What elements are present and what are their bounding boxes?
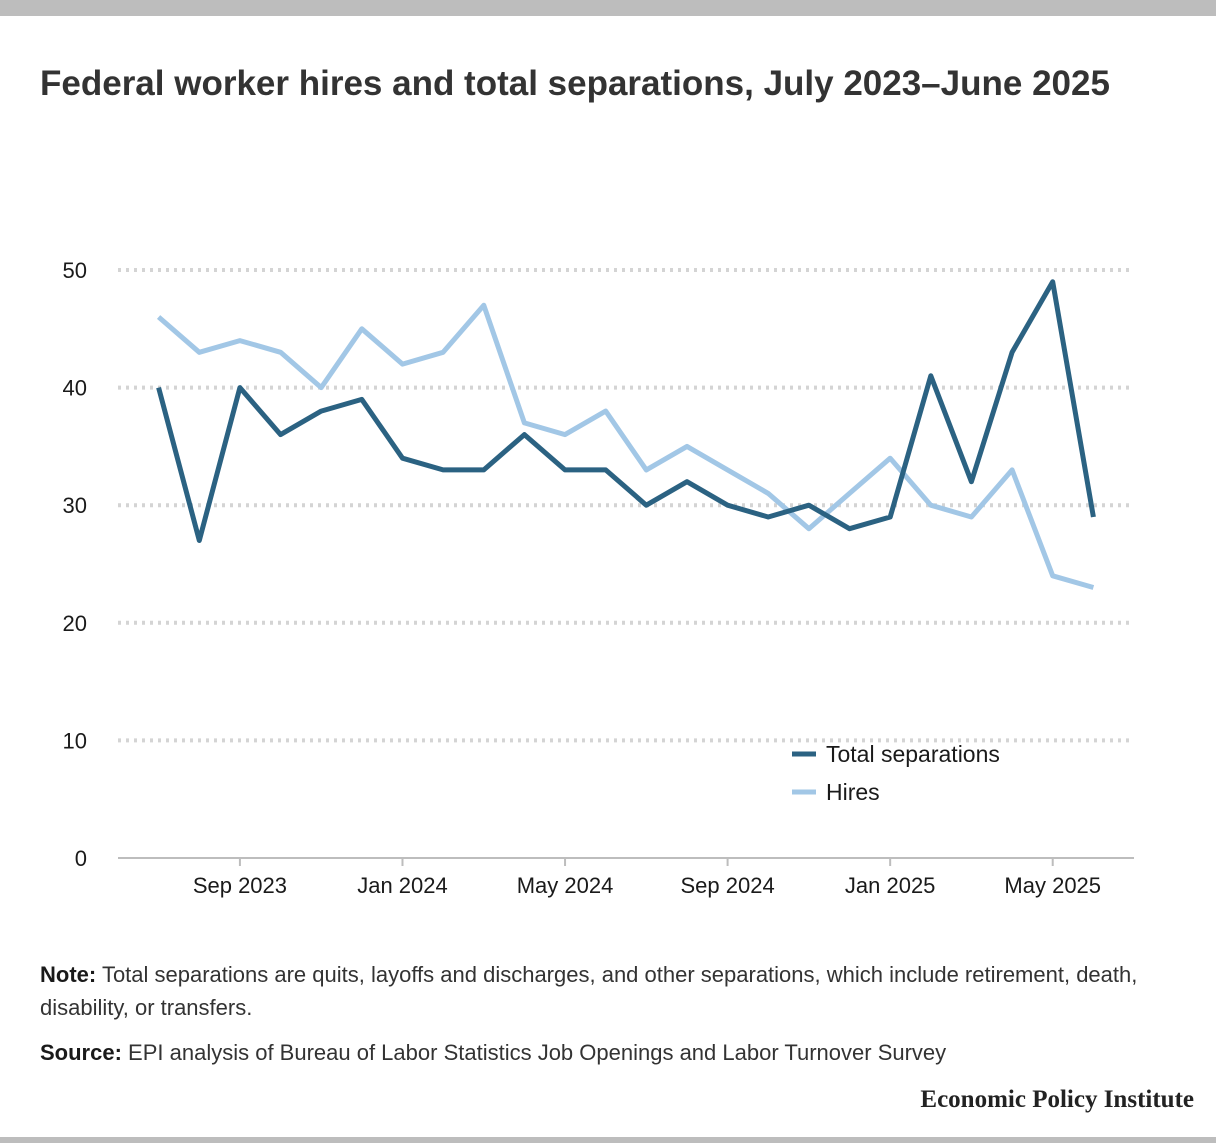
axes: 0 10 20 30 40 50 Sep 2023 Jan 2024 May 2024 Sep 2…: [63, 258, 1134, 898]
x-tick-label: Jan 2025: [845, 873, 936, 898]
chart-source: Source: EPI analysis of Bureau of Labor …: [40, 1036, 1160, 1069]
series-line-hires: [156, 302, 1095, 590]
y-tick-label: 20: [63, 611, 87, 636]
series-line-total-separations: [156, 279, 1096, 543]
x-tick-label: May 2024: [517, 873, 614, 898]
x-tick-label: Sep 2024: [680, 873, 774, 898]
source-label: Source:: [40, 1040, 122, 1065]
y-tick-label: 10: [63, 728, 87, 753]
brand-logo-text: Economic Policy Institute: [920, 1086, 1194, 1113]
y-tick-label: 50: [63, 258, 87, 283]
y-tick-label: 40: [63, 376, 87, 401]
chart-note: Note: Total separations are quits, layof…: [40, 958, 1160, 1024]
source-text: EPI analysis of Bureau of Labor Statisti…: [128, 1040, 947, 1065]
x-tick-label: Sep 2023: [193, 873, 287, 898]
y-tick-label: 0: [75, 846, 87, 871]
chart-title: Federal worker hires and total separatio…: [40, 64, 1110, 103]
legend-label-total-separations: Total separations: [826, 741, 1000, 767]
top-border-bar: [0, 0, 1216, 16]
gridlines: [118, 268, 1134, 743]
x-tick-label: May 2025: [1004, 873, 1101, 898]
x-tick-label: Jan 2024: [357, 873, 448, 898]
note-label: Note:: [40, 962, 97, 987]
y-tick-label: 30: [63, 493, 87, 518]
legend-label-hires: Hires: [826, 779, 880, 805]
note-text: Total separations are quits, layoffs and…: [40, 962, 1138, 1020]
bottom-border-bar: [0, 1137, 1216, 1143]
series-lines: [156, 279, 1096, 590]
legend: Total separations Hires: [792, 741, 1000, 805]
